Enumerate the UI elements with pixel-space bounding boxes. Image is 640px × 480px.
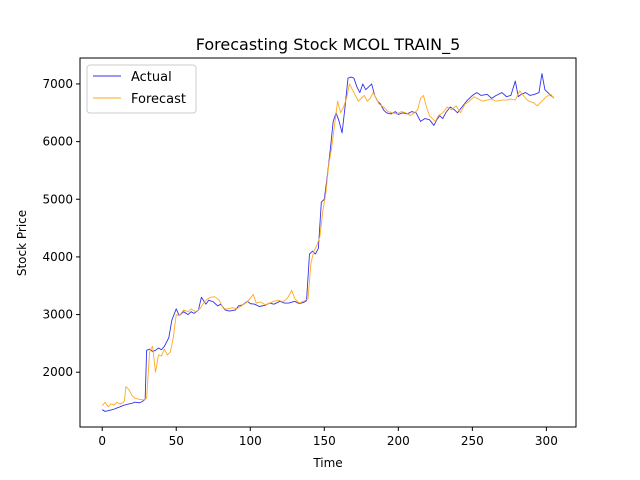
y-tick-label: 3000: [42, 308, 73, 322]
y-tick-label: 5000: [42, 192, 73, 206]
x-tick-label: 250: [461, 434, 484, 448]
x-tick-label: 50: [169, 434, 184, 448]
y-axis-label: Stock Price: [15, 210, 29, 276]
x-tick-label: 0: [98, 434, 106, 448]
legend-box: [86, 64, 197, 114]
legend-label-actual: Actual: [131, 70, 172, 85]
x-axis-label: Time: [312, 456, 342, 470]
x-tick-label: 150: [313, 434, 336, 448]
y-tick-label: 6000: [42, 135, 73, 149]
chart-title: Forecasting Stock MCOL TRAIN_5: [196, 35, 461, 55]
legend: Actual Forecast: [86, 64, 197, 114]
y-tick-label: 4000: [42, 250, 73, 264]
x-tick-label: 300: [535, 434, 558, 448]
series-line-forecast: [101, 83, 555, 408]
legend-label-forecast: Forecast: [131, 92, 186, 107]
y-tick-label: 2000: [42, 365, 73, 379]
plot-area: 0 50 100 150 200 250 300 2000 3000 4000 5000 6000 70…: [42, 57, 577, 448]
y-tick-label: 7000: [42, 77, 73, 91]
x-tick-label: 200: [387, 434, 410, 448]
axes-frame: [79, 57, 577, 428]
x-tick-label: 100: [239, 434, 262, 448]
